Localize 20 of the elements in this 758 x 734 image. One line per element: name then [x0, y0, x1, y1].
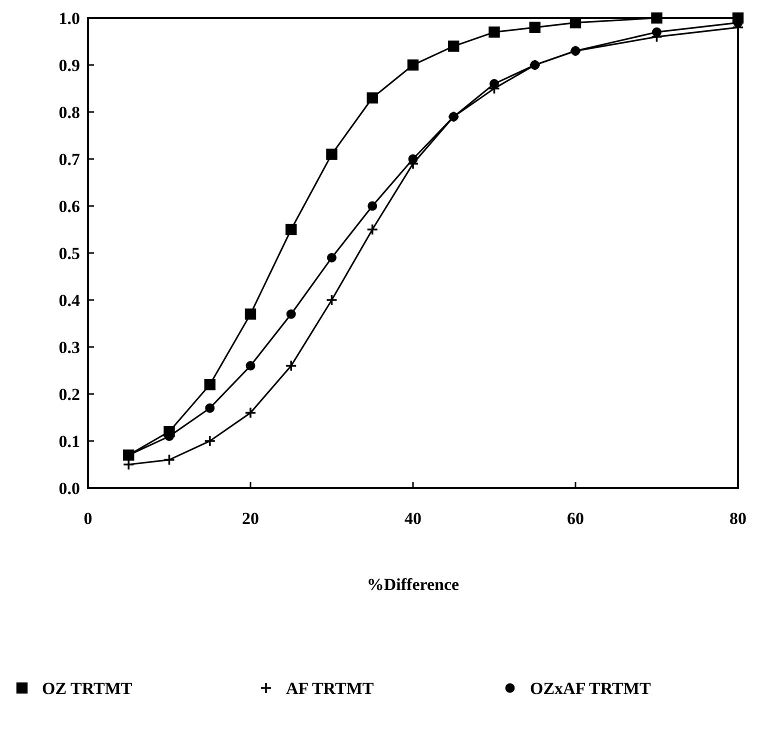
y-tick-label: 0.9 [58, 56, 80, 75]
y-tick-label: 0.0 [58, 478, 80, 498]
x-tick-label: 20 [242, 509, 259, 528]
y-tick-label: 0.2 [58, 384, 80, 404]
y-tick-label: 0.5 [58, 244, 80, 263]
y-tick-label: 0.4 [58, 290, 80, 310]
x-axis-title: %Difference [366, 575, 460, 594]
x-tick-label: 0 [84, 509, 92, 528]
x-tick-label: 40 [404, 509, 422, 528]
x-tick-label: 60 [567, 509, 584, 528]
legend-label: OZxAF TRTMT [530, 678, 652, 698]
y-tick-label: 0.3 [58, 338, 80, 357]
y-tick-label: 0.1 [58, 432, 80, 451]
y-tick-label: 1.0 [58, 8, 80, 28]
y-tick-label: 0.7 [58, 150, 80, 169]
x-tick-label: 80 [730, 509, 746, 528]
legend-label: OZ TRTMT [42, 678, 133, 698]
legend-label: AF TRTMT [286, 678, 374, 698]
y-tick-label: 0.8 [58, 102, 80, 122]
y-tick-label: 0.6 [58, 196, 80, 216]
